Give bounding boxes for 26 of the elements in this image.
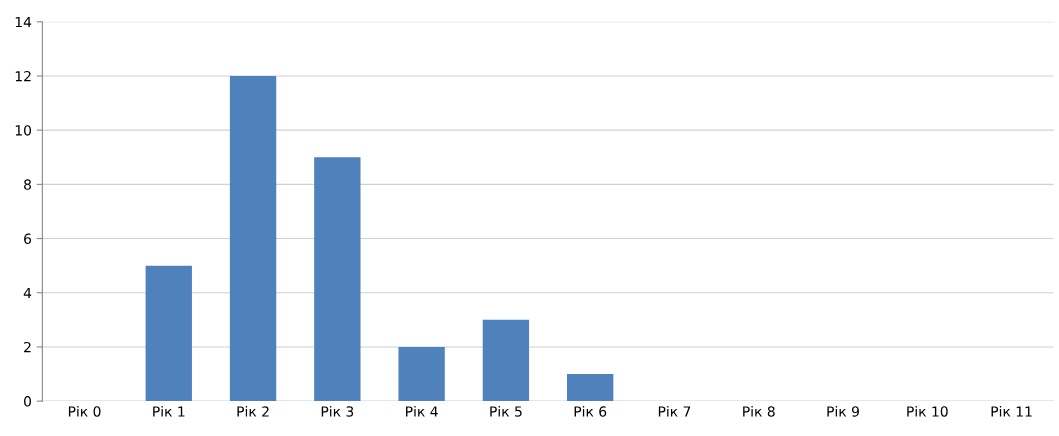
bar	[314, 157, 361, 402]
y-tick-label: 8	[24, 179, 31, 190]
x-tick-label: Рік 6	[574, 405, 607, 417]
y-tick-label: 12	[15, 70, 31, 82]
y-tick-label: 14	[15, 16, 32, 28]
x-tick-label: Рік 8	[743, 405, 775, 417]
bar	[398, 346, 445, 402]
x-tick-label: Рік 11	[991, 405, 1032, 417]
bar	[482, 319, 530, 402]
x-tick-label: Рік 2	[237, 405, 269, 417]
x-tick-label: Рік 1	[153, 405, 185, 417]
x-tick-label: Рік 7	[658, 405, 691, 417]
x-tick-label: Рік 4	[406, 405, 438, 417]
y-tick-label: 4	[23, 287, 32, 299]
y-tick-label: 2	[24, 341, 31, 353]
bar	[229, 75, 277, 402]
y-tick-label: 0	[24, 396, 32, 407]
x-tick-label: Рік 5	[490, 405, 522, 417]
x-tick-label: Рік 9	[827, 405, 859, 417]
x-tick-label: Рік 3	[321, 405, 354, 417]
x-tick-label: Рік 0	[68, 405, 101, 417]
x-tick-label: Рік 10	[907, 405, 948, 417]
bar	[145, 265, 192, 402]
bar	[567, 374, 614, 402]
y-tick-label: 6	[24, 233, 32, 245]
y-tick-label: 10	[15, 125, 32, 136]
